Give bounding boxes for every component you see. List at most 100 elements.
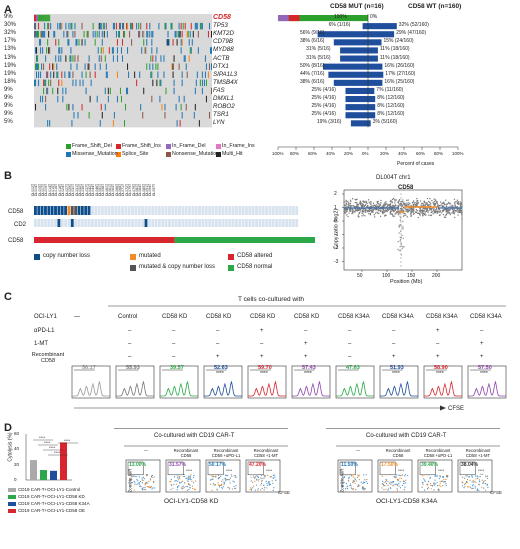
scatter-point [359, 201, 362, 203]
cfse-arrowhead [440, 405, 446, 411]
cd58-cell [151, 206, 155, 215]
mutation-cell [37, 55, 39, 62]
facs-k34a-event [363, 486, 365, 488]
mutation-cell [205, 79, 207, 87]
gene-name-2: KMT2D [213, 30, 234, 38]
cd58-cell [228, 206, 232, 215]
facs-k34a-event [346, 486, 348, 488]
scatter-point [381, 206, 384, 208]
scatter-point [356, 202, 358, 204]
scatter-point [398, 226, 401, 228]
mutation-cell [98, 55, 100, 62]
mutation-cell [38, 22, 40, 30]
scatter-point [406, 216, 408, 218]
mutation-cell [203, 79, 205, 87]
facs-k34a-event [383, 489, 385, 491]
facs-k34a-event [403, 480, 405, 483]
legend-item-0: Frame_Shift_Del [72, 143, 112, 149]
facs-kd-event [221, 486, 223, 488]
mutation-cell [68, 71, 70, 78]
mutation-cell [70, 55, 72, 62]
scatter-point [435, 207, 438, 209]
mutation-cell [181, 79, 183, 87]
facs-kd-head-1: Recombinant CD58 [173, 448, 199, 458]
mutation-cell [149, 31, 151, 38]
facs-kd-event [188, 488, 190, 491]
mutation-cell [45, 14, 47, 22]
scatter-xtick-label: 150 [407, 273, 416, 279]
facs-k34a-event [388, 488, 390, 490]
mutation-cell [88, 55, 90, 62]
histogram-curve [72, 380, 110, 397]
scatter-point [381, 207, 384, 210]
mutation-cell [57, 95, 59, 103]
gene-name-6: DTX1 [213, 62, 229, 70]
facs-kd-event [138, 483, 141, 485]
facs-k34a-event [427, 486, 429, 488]
scatter-point [405, 205, 408, 208]
scatter-point [394, 200, 396, 202]
scatter-point [379, 209, 381, 212]
facs-kd-event [149, 486, 151, 488]
facs-k34a-event [398, 474, 400, 476]
scatter-point [370, 205, 372, 208]
scatter-point [376, 207, 379, 209]
scatter-point [456, 199, 459, 201]
cd2-cell [248, 219, 252, 227]
facs-kd-event [218, 477, 220, 479]
facs-kd-event [255, 484, 258, 486]
scatter-point [352, 205, 355, 207]
mutation-cell [61, 22, 63, 30]
scatter-point [392, 197, 395, 200]
cd2-cell [141, 219, 145, 227]
scatter-point [352, 208, 354, 211]
scatter-point [369, 206, 372, 208]
facs-k34a-event [486, 484, 488, 486]
mutation-cell [156, 47, 158, 54]
cd58-cell [201, 206, 205, 215]
scatter-point [428, 205, 431, 207]
histogram-value-2: 39.57 [170, 365, 184, 371]
scatter-point [399, 203, 401, 205]
scatter-point [426, 202, 428, 204]
mutation-cell [99, 22, 101, 30]
scatter-point [348, 212, 350, 214]
scatter-point [357, 210, 359, 212]
facs-kd-event [230, 474, 232, 476]
scatter-ytick-label: 2 [334, 191, 337, 197]
scatter-point [438, 208, 441, 211]
mutation-cell [45, 79, 47, 87]
cd58-cell [117, 206, 121, 215]
bar-legend-item-0: CD19 CAR-T+OCI-LY1-Control [18, 487, 81, 492]
cd2-cell [60, 219, 64, 227]
facs-k34a-event [345, 474, 347, 476]
scatter-point [353, 206, 356, 208]
facs-kd-event [267, 481, 270, 483]
scatter-point [367, 210, 369, 213]
mutation-cell [142, 31, 144, 38]
scatter-point [417, 216, 420, 219]
scatter-point [377, 209, 380, 212]
scatter-point [423, 200, 426, 203]
mutation-cell [44, 79, 46, 87]
scatter-point [437, 205, 439, 207]
histogram-value-0: 56.17 [82, 365, 96, 371]
facs-k34a-event [383, 481, 385, 484]
mutation-cell [43, 14, 45, 22]
scatter-point [411, 207, 413, 209]
cd58-cell [285, 206, 289, 215]
scatter-point [433, 208, 435, 210]
mutation-cell [123, 31, 125, 38]
scatter-point [455, 200, 457, 203]
scatter-point [389, 203, 391, 206]
facs-kd-event [188, 483, 190, 486]
scatter-point [451, 206, 453, 208]
facs-kd-event [146, 474, 149, 476]
facs-kd-event [186, 485, 189, 488]
cd58-cell [231, 206, 235, 215]
facs-kd-value-0: 13.00% [129, 462, 146, 468]
scatter-point [351, 207, 353, 210]
scatter-point [350, 205, 352, 207]
scatter-point [446, 210, 448, 213]
scatter-point [444, 204, 446, 206]
